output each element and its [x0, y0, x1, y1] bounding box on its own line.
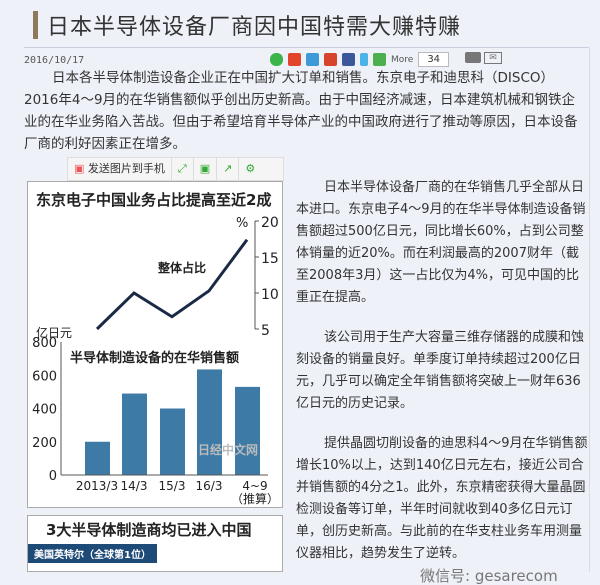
line-tick-label: 10 [261, 287, 279, 303]
source-watermark: 日经中文网 [198, 442, 258, 457]
paragraph: 该公司用于生产大容量三维存储器的成膜和蚀刻设备的销量良好。单季度订单持续超过20… [296, 327, 588, 415]
bar [122, 394, 147, 475]
bar [235, 387, 260, 475]
line-series [97, 240, 247, 329]
line-tick-label: 5 [261, 323, 270, 339]
wechat-watermark: 微信号: gesarecom [420, 567, 558, 585]
chart2-tag: 美国英特尔（全球第1位） [28, 544, 157, 563]
page-title: 日本半导体设备厂商因中国特需大赚特赚 [47, 9, 461, 41]
print-icon[interactable] [465, 52, 481, 63]
image-toolbar: ▣ 发送图片到手机 ⤢ ▣ ↗ ⚙ [67, 157, 284, 181]
chart-title: 东京电子中国业务占比提高至近2成 [36, 191, 271, 209]
x-tick-label: 15/3 [159, 479, 186, 493]
chart-image-2: 3大半导体制造商均已进入中国 美国英特尔（全球第1位） [27, 515, 283, 572]
x-tick-label: 4~9（推算） [231, 479, 279, 506]
bar-tick-label: 0 [49, 469, 57, 484]
share-icon[interactable]: ↗ [217, 158, 239, 180]
plus-icon[interactable] [373, 53, 386, 66]
chart-svg: 东京电子中国业务占比提高至近2成5101520%整体占比亿日元020040060… [28, 182, 282, 507]
save-icon[interactable]: ▣ [194, 158, 217, 180]
bar-tick-label: 600 [32, 369, 57, 384]
bar [197, 369, 222, 475]
paragraph: 日本半导体设备厂商的在华销售几乎全部从日本进口。东京电子4～9月的在华半导体制造… [296, 177, 588, 309]
bar [160, 409, 185, 476]
bar [85, 442, 110, 475]
article-body-right: 日本半导体设备厂商的在华销售几乎全部从日本进口。东京电子4～9月的在华半导体制造… [296, 177, 588, 565]
divider [24, 47, 589, 48]
google-plus-icon[interactable] [324, 53, 337, 66]
x-tick-label: 14/3 [121, 479, 148, 493]
paragraph: 日本各半导体制造设备企业正在中国扩大订单和销售。东京电子和迪思科（DISCO）2… [24, 67, 584, 155]
line-unit-label: % [236, 216, 248, 231]
bar-series-title: 半导体制造设备的在华销售额 [70, 350, 239, 366]
title-accent-bar [33, 11, 38, 39]
fullscreen-icon[interactable]: ⤢ [172, 158, 194, 180]
x-tick-label: 16/3 [196, 479, 223, 493]
paragraph: 提供晶圆切削设备的迪思科4～9月在华销售额增长10%以上，达到140亿日元左右，… [296, 433, 588, 565]
share-count: 34 [418, 52, 449, 67]
send-to-phone-button[interactable]: ▣ 发送图片到手机 [68, 158, 172, 180]
bar-tick-label: 200 [32, 436, 57, 451]
weibo-icon[interactable] [288, 53, 301, 66]
wechat-icon[interactable] [270, 53, 283, 66]
twitter-icon[interactable] [360, 53, 368, 66]
x-tick-label: 2013/3 [76, 479, 118, 493]
x-tick-label-line: （推算） [231, 491, 279, 506]
line-tick-label: 20 [261, 215, 279, 231]
share-bar: More 34 [270, 52, 449, 67]
qzone-icon[interactable] [306, 53, 319, 66]
publish-date: 2016/10/17 [24, 55, 84, 66]
line-tick-label: 15 [261, 251, 279, 267]
chart2-title: 3大半导体制造商均已进入中国 [46, 519, 251, 540]
more-share-link[interactable]: More [391, 55, 413, 65]
mail-icon[interactable]: ✉ [484, 52, 502, 64]
line-series-label: 整体占比 [157, 260, 206, 275]
x-tick-label-line: 4~9 [242, 479, 267, 493]
bar-tick-label: 800 [32, 336, 57, 351]
content-border [589, 48, 590, 572]
facebook-icon[interactable] [342, 53, 355, 66]
bar-tick-label: 400 [32, 403, 57, 418]
settings-gear-icon[interactable]: ⚙ [239, 158, 261, 180]
